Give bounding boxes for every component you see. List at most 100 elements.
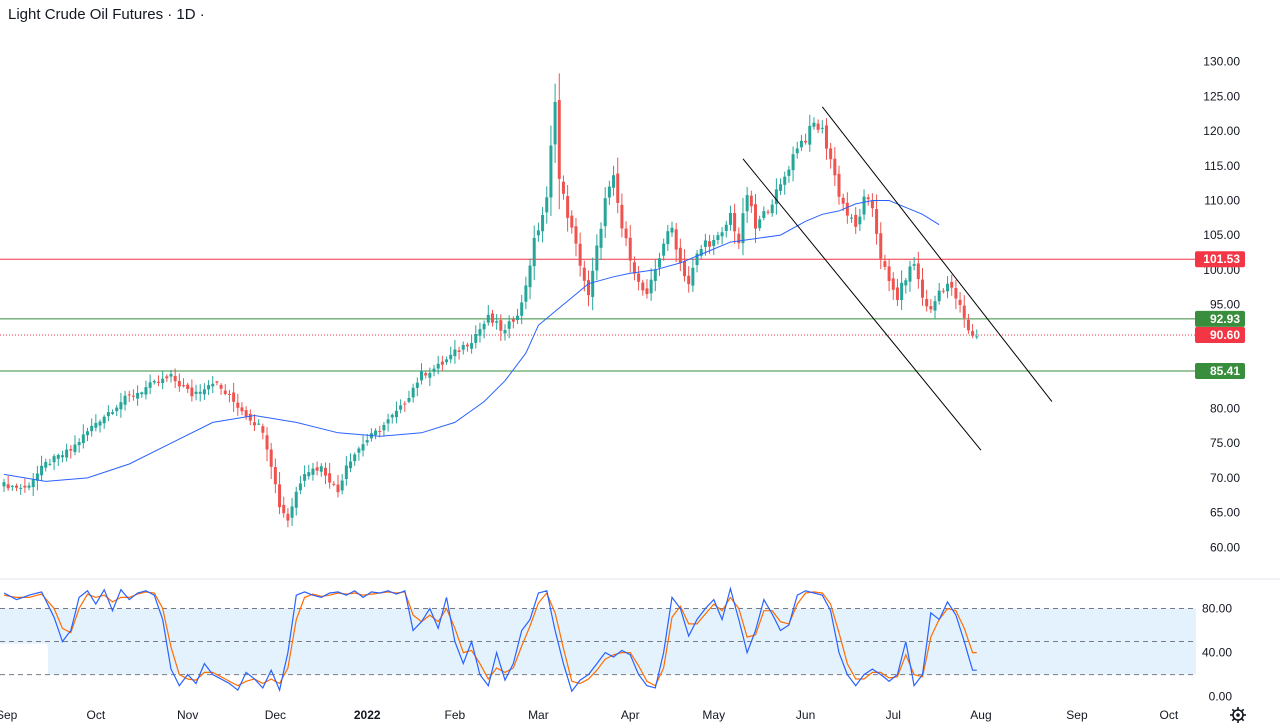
time-tick-label: Jul [886,708,901,722]
candle-down [403,403,407,405]
time-axis[interactable]: Sep Oct Nov Dec 2022 Feb Mar Apr May Jun Jul Aug Sep… [0,708,1179,722]
candle-down [929,306,933,310]
candle-down [708,241,712,247]
candle-up [111,412,115,414]
support-lower-badge-label: 85.41 [1210,364,1240,378]
candle-up [27,485,31,488]
candle-up [119,402,123,410]
time-tick-label: Mar [528,708,549,722]
stochastic-axis[interactable]: 0.00 40.00 80.00 [1202,601,1232,703]
candle-down [954,288,958,299]
candle-down [925,299,929,307]
price-tick-label: 130.00 [1203,55,1240,69]
candle-down [336,484,340,493]
candle-down [637,273,641,282]
last-price-badge [1195,327,1245,344]
resistance-badge-label: 101.53 [1203,252,1240,266]
candle-up [691,267,695,286]
candle-up [724,224,728,231]
channel-upper-trendline [821,106,1053,402]
candle-up [541,214,545,232]
time-tick-label: Oct [1159,708,1178,722]
candle-up [670,227,674,233]
candle-down [962,305,966,318]
candle-down [804,140,808,143]
candle-down [875,209,879,234]
candle-up [474,333,478,343]
candle-up [319,466,323,472]
candle-down [69,449,73,451]
candle-up [19,487,23,489]
support-lower-badge [1195,363,1245,380]
candle-down [23,485,27,488]
stochastic-pane[interactable] [0,586,1196,693]
support-upper-badge [1195,310,1245,327]
candle-down [323,467,327,476]
candle-up [115,407,119,412]
candle-up [86,431,89,436]
candle-up [703,240,707,247]
candle-up [812,122,816,127]
candle-down [15,485,19,488]
candle-up [161,378,165,384]
price-tick-label: 60.00 [1210,540,1240,554]
candle-down [966,319,970,331]
candle-up [374,430,378,435]
last-price-badge-label: 90.60 [1210,328,1240,342]
candle-up [307,472,311,477]
candle-down [824,125,828,149]
candle-down [232,392,236,402]
candle-up [428,373,432,378]
candle-down [328,473,332,483]
candle-down [578,243,582,266]
candle-up [912,264,916,266]
price-tick-label: 70.00 [1210,471,1240,485]
candle-up [591,270,595,297]
candle-up [858,216,862,225]
candle-up [194,391,198,394]
candle-up [933,301,937,311]
candle-down [641,282,645,291]
candle-up [524,285,528,302]
candle-down [156,381,160,383]
candle-down [616,173,620,203]
time-tick-label: Feb [445,708,466,722]
candle-up [52,456,56,463]
candle-up [445,359,449,363]
candle-up [152,381,156,383]
candle-down [6,484,10,489]
candle-up [40,465,44,476]
candle-up [649,279,653,294]
candle-up [298,483,302,491]
candle-down [829,148,833,160]
candle-up [528,265,532,288]
candle-up [102,416,106,424]
time-tick-label: Apr [621,708,640,722]
candle-down [248,413,252,421]
candle-up [311,468,315,475]
candle-up [211,383,215,387]
candle-down [749,195,753,207]
candle-down [854,214,858,227]
candle-down [227,394,231,396]
price-axis[interactable]: 60.0065.0070.0075.0080.0085.0090.0095.00… [1195,55,1245,555]
candle-up [545,197,549,213]
candle-down [754,204,757,229]
candle-up [35,473,39,481]
candle-down [273,467,277,485]
time-tick-label: Dec [265,708,286,722]
candle-down [269,449,273,467]
price-pane[interactable] [0,73,1196,528]
resistance-badge [1195,251,1245,268]
settings-gear-icon[interactable] [1230,707,1246,723]
candle-up [207,385,211,390]
candle-up [2,482,6,487]
candle-up [908,266,912,282]
candle-up [60,455,64,458]
candle-down [837,173,841,197]
candle-down [265,435,269,450]
time-tick-label: Sep [1066,708,1088,722]
stochastic-k-line [3,586,977,693]
candle-down [490,313,494,323]
